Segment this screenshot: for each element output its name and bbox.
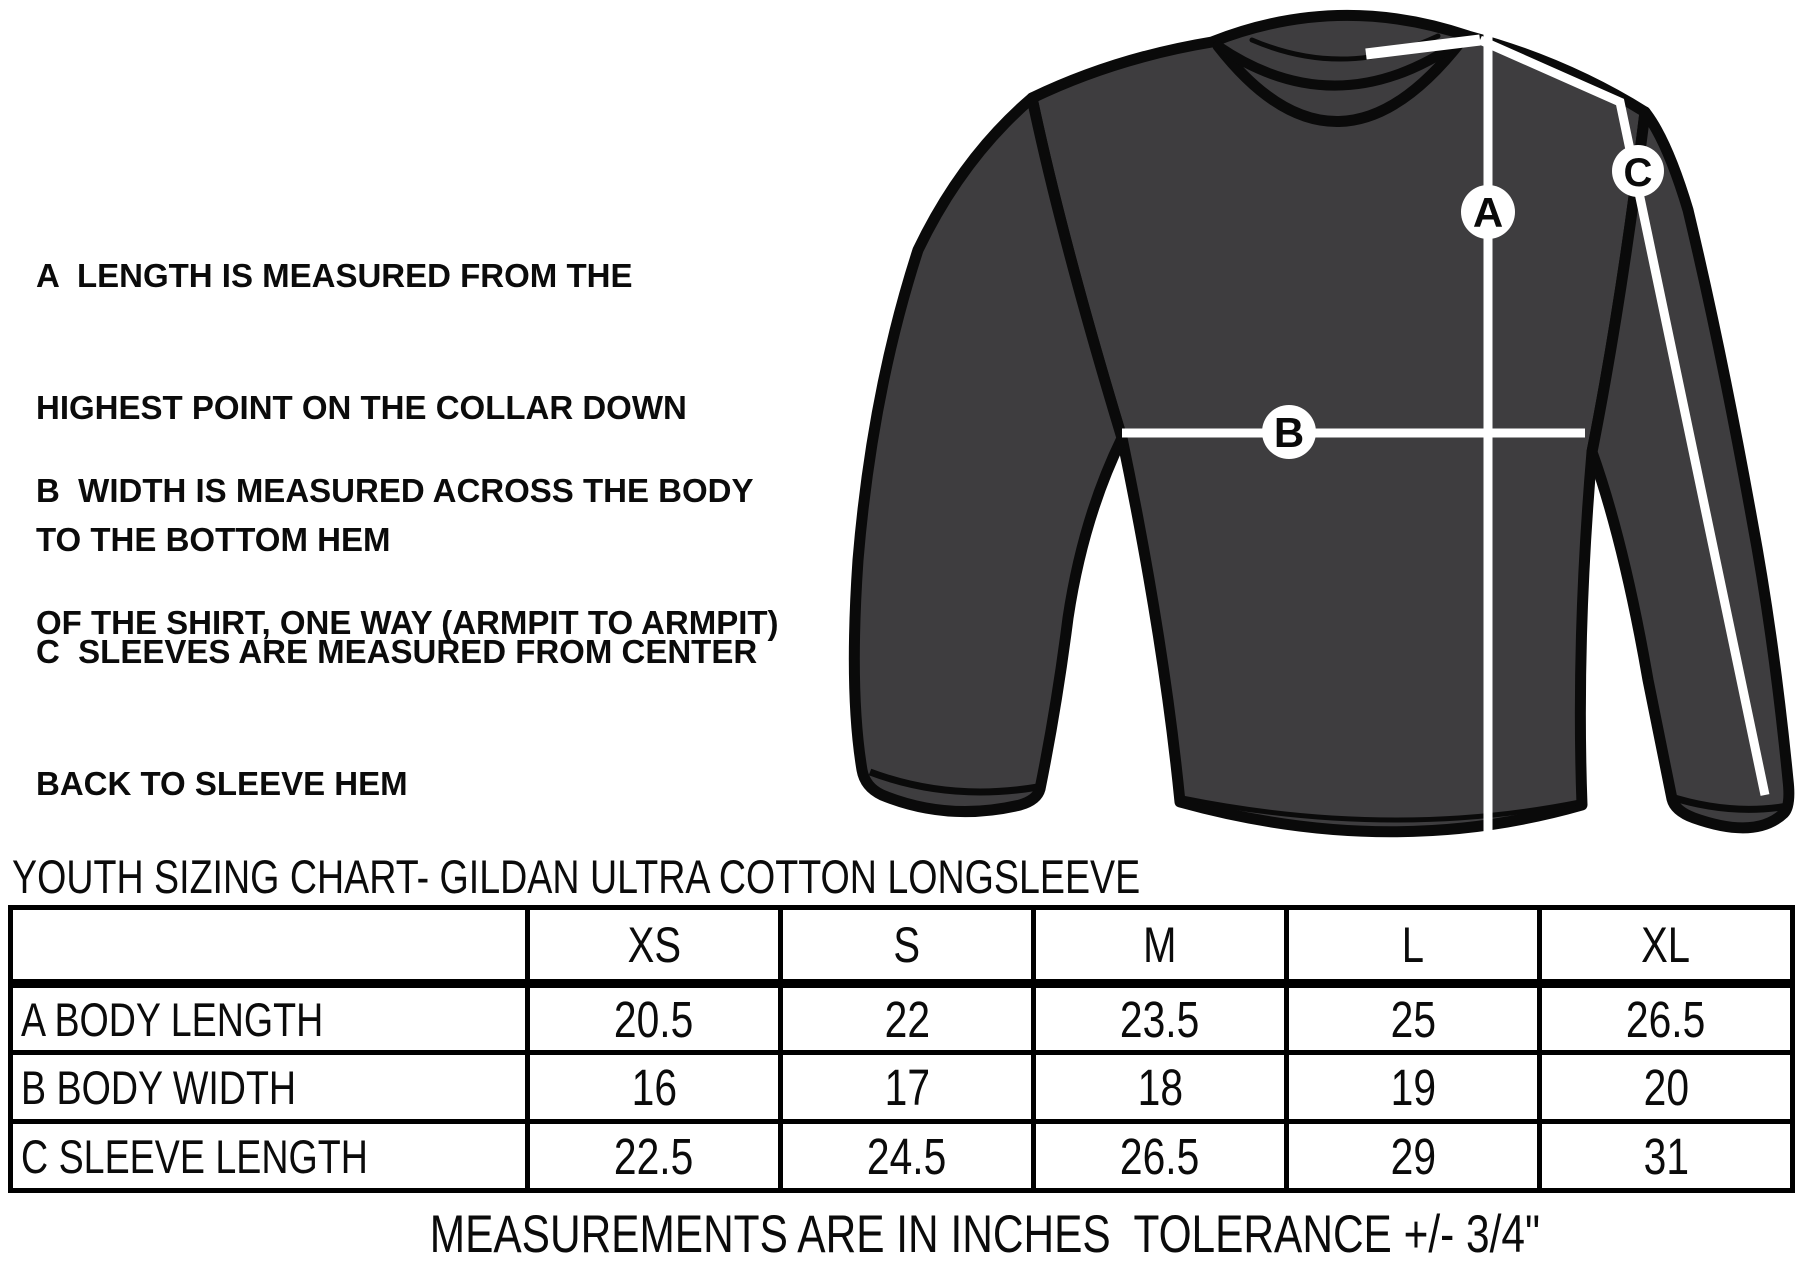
cell-value: 18 bbox=[1031, 1050, 1289, 1124]
cell-value: 19 bbox=[1284, 1050, 1542, 1124]
cell-value: 22.5 bbox=[525, 1119, 783, 1193]
table-row-body-length: A BODY LENGTH 20.5 22 23.5 25 26.5 bbox=[8, 981, 1795, 1055]
col-header-l: L bbox=[1284, 905, 1542, 988]
cell-value: 26.5 bbox=[1537, 981, 1795, 1055]
cell-value: 17 bbox=[778, 1050, 1036, 1124]
cell-value: 23.5 bbox=[1031, 981, 1289, 1055]
cell-value: 25 bbox=[1284, 981, 1542, 1055]
cell-value: 20 bbox=[1537, 1050, 1795, 1124]
col-header-s: S bbox=[778, 905, 1036, 988]
longsleeve-shirt-diagram: A B C bbox=[848, 9, 1795, 842]
note-c-line1: C SLEEVES ARE MEASURED FROM CENTER bbox=[36, 633, 758, 670]
col-header-xs: XS bbox=[525, 905, 783, 988]
cell-value: 31 bbox=[1537, 1119, 1795, 1193]
cell-value: 22 bbox=[778, 981, 1036, 1055]
note-sleeve-c: C SLEEVES ARE MEASURED FROM CENTER BACK … bbox=[36, 542, 757, 894]
cell-value: 20.5 bbox=[525, 981, 783, 1055]
row-label: A BODY LENGTH bbox=[8, 981, 530, 1055]
note-a-line1: A LENGTH IS MEASURED FROM THE bbox=[36, 257, 633, 294]
collar-band-arc bbox=[1213, 35, 1467, 91]
row-label: B BODY WIDTH bbox=[8, 1050, 530, 1124]
measure-line-c bbox=[1478, 35, 1770, 796]
collar-opening-arc bbox=[1212, 34, 1468, 127]
table-row-sleeve-length: C SLEEVE LENGTH 22.5 24.5 26.5 29 31 bbox=[8, 1119, 1795, 1193]
cell-value: 24.5 bbox=[778, 1119, 1036, 1193]
table-row-body-width: B BODY WIDTH 16 17 18 19 20 bbox=[8, 1050, 1795, 1124]
shirt-body bbox=[1026, 9, 1651, 838]
tolerance-note: MEASUREMENTS ARE IN INCHES TOLERANCE +/-… bbox=[429, 1205, 1541, 1264]
cell-value: 26.5 bbox=[1031, 1119, 1289, 1193]
right-cuff-seam bbox=[1666, 792, 1789, 813]
shirt-left-sleeve bbox=[848, 92, 1128, 818]
col-header-xl: XL bbox=[1537, 905, 1795, 988]
note-c-line2: BACK TO SLEEVE HEM bbox=[36, 765, 408, 802]
marker-c: C bbox=[1612, 145, 1664, 197]
bottom-hem-seam bbox=[1181, 795, 1581, 823]
marker-b: B bbox=[1262, 405, 1316, 459]
note-b-line2: OF THE SHIRT, ONE WAY (ARMPIT TO ARMPIT) bbox=[36, 604, 779, 641]
size-table-header-row: XS S M L XL bbox=[8, 905, 1795, 988]
note-b-line1: B WIDTH IS MEASURED ACROSS THE BODY bbox=[36, 472, 754, 509]
left-cuff-seam bbox=[868, 768, 1039, 796]
page-title: YOUTH SIZING CHART- GILDAN ULTRA COTTON … bbox=[12, 850, 1141, 903]
cell-value: 29 bbox=[1284, 1119, 1542, 1193]
corner-cell bbox=[8, 905, 530, 988]
shirt-right-sleeve bbox=[1586, 106, 1795, 834]
note-width-b: B WIDTH IS MEASURED ACROSS THE BODY OF T… bbox=[36, 381, 779, 733]
marker-b-label: B bbox=[1274, 409, 1304, 456]
collar-highest-point-line bbox=[1365, 34, 1481, 60]
note-a-line3: TO THE BOTTOM HEM bbox=[36, 521, 391, 558]
row-label: C SLEEVE LENGTH bbox=[8, 1119, 530, 1193]
note-length-a: A LENGTH IS MEASURED FROM THE HIGHEST PO… bbox=[36, 166, 687, 650]
cell-value: 16 bbox=[525, 1050, 783, 1124]
col-header-m: M bbox=[1031, 905, 1289, 988]
marker-a-label: A bbox=[1473, 189, 1503, 236]
marker-a: A bbox=[1461, 185, 1515, 239]
size-table: XS S M L XL A BODY LENGTH 20.5 22 23.5 2… bbox=[8, 905, 1795, 1193]
note-a-line2: HIGHEST POINT ON THE COLLAR DOWN bbox=[36, 389, 687, 426]
marker-c-label: C bbox=[1624, 151, 1653, 195]
